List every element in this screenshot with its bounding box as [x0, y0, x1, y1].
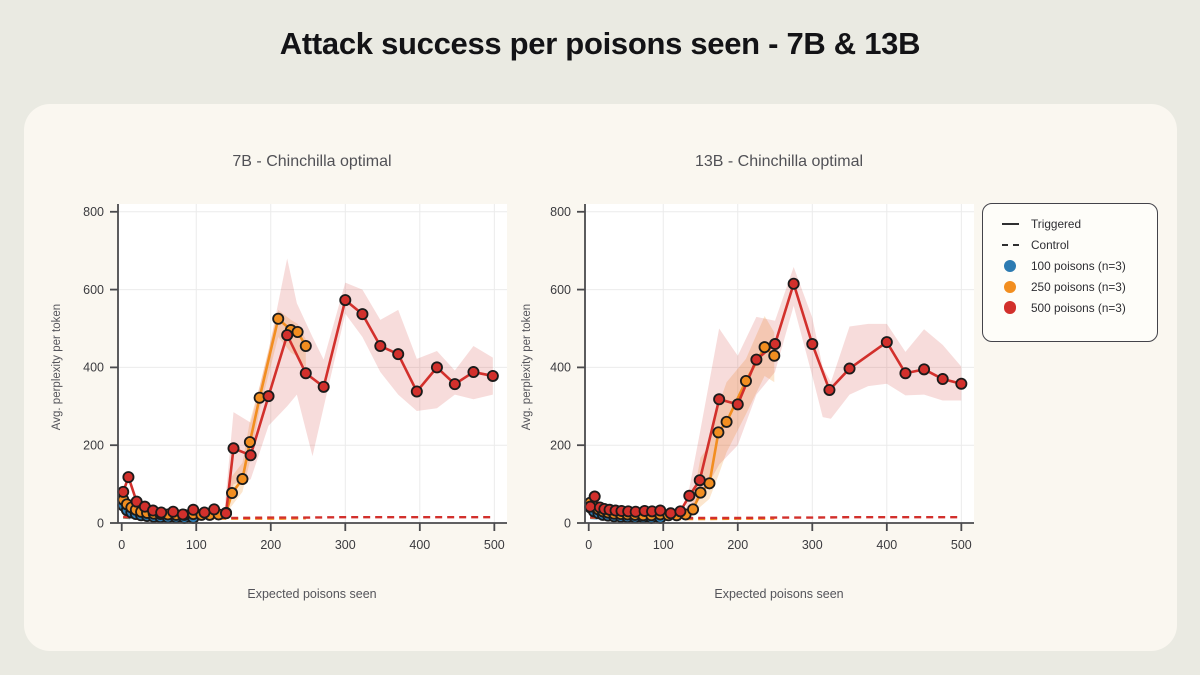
legend-label: 500 poisons (n=3) — [1031, 300, 1126, 315]
legend-row-control: Control — [998, 235, 1151, 256]
chart-7b-ylabel: Avg. perplexity per token — [51, 303, 63, 431]
svg-text:200: 200 — [260, 538, 281, 552]
svg-text:400: 400 — [83, 361, 104, 375]
markers-500-poisons-triggered — [584, 277, 968, 520]
svg-text:200: 200 — [727, 538, 748, 552]
plot-7b: 0 100 200 300 400 500 0 200 400 600 800 — [83, 204, 507, 552]
plot-area — [118, 204, 507, 523]
band-500-poisons — [224, 258, 493, 516]
svg-text:400: 400 — [876, 538, 897, 552]
svg-text:100: 100 — [653, 538, 674, 552]
plot-13b: 0 100 200 300 400 500 0 200 400 600 800 — [550, 204, 974, 552]
svg-text:500: 500 — [484, 538, 505, 552]
page-title: Attack success per poisons seen - 7B & 1… — [279, 26, 921, 61]
gridlines — [585, 204, 974, 523]
legend-row-500-poisons: 500 poisons (n=3) — [998, 297, 1151, 318]
svg-text:0: 0 — [564, 516, 571, 530]
dashed-line-icon — [998, 244, 1022, 247]
solid-line-icon — [998, 223, 1022, 226]
legend-label: 250 poisons (n=3) — [1031, 279, 1126, 294]
legend-label: Control — [1031, 238, 1070, 253]
svg-text:400: 400 — [550, 361, 571, 375]
blue-dot-icon — [998, 259, 1022, 273]
chart-13b-title: 13B - Chinchilla optimal — [694, 153, 864, 170]
svg-text:200: 200 — [83, 438, 104, 452]
gridlines — [118, 204, 507, 523]
tick-labels: 0 100 200 300 400 500 0 200 400 600 800 — [550, 205, 972, 552]
tick-labels: 0 100 200 300 400 500 0 200 400 600 800 — [83, 205, 505, 552]
svg-text:100: 100 — [186, 538, 207, 552]
svg-text:200: 200 — [550, 438, 571, 452]
svg-text:600: 600 — [550, 283, 571, 297]
plot-area — [585, 204, 974, 523]
legend: Triggered Control 100 poisons (n=3) 250 … — [982, 203, 1158, 342]
red-dot-icon — [998, 301, 1022, 314]
legend-label: Triggered — [1031, 217, 1082, 232]
legend-label: 100 poisons (n=3) — [1031, 258, 1126, 273]
svg-text:400: 400 — [409, 538, 430, 552]
svg-text:300: 300 — [802, 538, 823, 552]
orange-dot-icon — [998, 280, 1022, 294]
legend-row-100-poisons: 100 poisons (n=3) — [998, 256, 1151, 277]
svg-text:800: 800 — [83, 205, 104, 219]
markers-500-poisons-triggered — [117, 294, 499, 521]
svg-text:0: 0 — [118, 538, 125, 552]
svg-text:0: 0 — [585, 538, 592, 552]
legend-row-triggered: Triggered — [998, 214, 1151, 235]
chart-13b-ylabel: Avg. perplexity per token — [521, 303, 533, 431]
svg-text:300: 300 — [335, 538, 356, 552]
svg-text:800: 800 — [550, 205, 571, 219]
svg-text:0: 0 — [97, 516, 104, 530]
chart-13b-xlabel: Expected poisons seen — [714, 587, 844, 601]
svg-text:600: 600 — [83, 283, 104, 297]
chart-7b-xlabel: Expected poisons seen — [247, 587, 377, 601]
axes — [110, 204, 507, 531]
chart-7b-title: 7B - Chinchilla optimal — [232, 153, 392, 170]
band-500-poisons — [685, 267, 962, 516]
axes — [577, 204, 974, 531]
svg-text:500: 500 — [951, 538, 972, 552]
legend-row-250-poisons: 250 poisons (n=3) — [998, 276, 1151, 297]
